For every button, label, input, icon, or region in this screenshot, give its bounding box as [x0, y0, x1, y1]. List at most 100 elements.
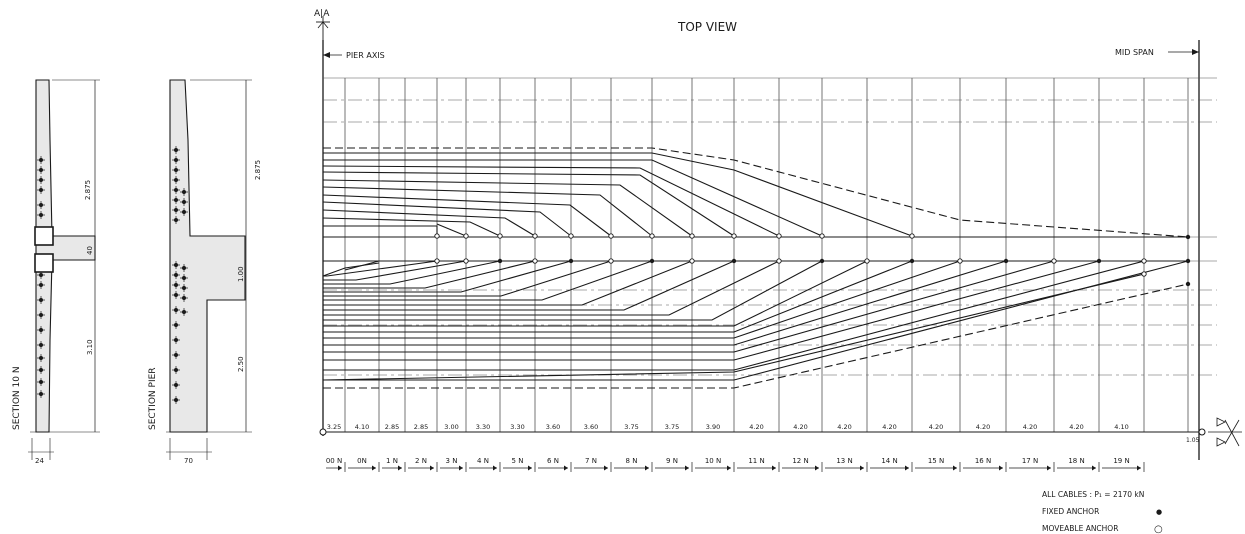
segment-name: 18 N	[1068, 457, 1084, 465]
segment-length: 4.20	[1069, 423, 1083, 431]
section-10n-dim-slab: 40	[86, 246, 94, 255]
segment-name: 9 N	[666, 457, 678, 465]
cable-line	[322, 186, 653, 237]
moveable-anchor-marker	[532, 258, 538, 264]
section-10n-duct-upper	[34, 226, 54, 246]
segment-arrowhead	[1137, 465, 1141, 471]
segment-length: 3.75	[624, 423, 638, 431]
section-10n-dim-lower: 3.10	[86, 339, 94, 355]
moveable-anchor-marker	[568, 233, 574, 239]
segment-name: 1 N	[386, 457, 398, 465]
cable-line	[323, 147, 1189, 238]
section-10n-cables	[37, 156, 45, 398]
segment-name: 16 N	[975, 457, 991, 465]
cable-line	[323, 260, 467, 281]
section-10n-title: SECTION 10 N	[12, 366, 22, 430]
segment-arrowhead	[953, 465, 957, 471]
cable-line	[323, 152, 913, 237]
cable-line	[322, 201, 572, 237]
segment-arrowhead	[905, 465, 909, 471]
cable-line	[322, 179, 693, 237]
section-pier-dim-middle: 1.00	[237, 266, 245, 282]
cable-line	[323, 260, 693, 306]
drawing-title: TOP VIEW	[677, 20, 737, 34]
segment-arrowhead	[999, 465, 1003, 471]
moveable-anchor-marker	[864, 258, 870, 264]
cable-line	[322, 262, 380, 277]
cable-line	[323, 260, 823, 321]
moveable-anchor-marker	[608, 258, 614, 264]
legend-moveable-anchor: MOVEABLE ANCHOR	[1042, 524, 1118, 533]
cable-line	[322, 209, 536, 237]
moveable-anchor-icon: ○	[1154, 524, 1163, 534]
fixed-anchor-marker	[649, 258, 655, 264]
fixed-anchor-marker	[1185, 234, 1191, 240]
moveable-anchor-marker	[689, 233, 695, 239]
cable-line	[344, 260, 437, 271]
segment-length: 4.10	[355, 423, 369, 431]
cable-line	[322, 194, 612, 237]
segment-arrowhead	[685, 465, 689, 471]
segment-name: 15 N	[928, 457, 944, 465]
segment-name: 12 N	[792, 457, 808, 465]
segment-length: 2.85	[414, 423, 428, 431]
fixed-anchor-marker	[568, 258, 574, 264]
segment-arrowhead	[645, 465, 649, 471]
section-pier: SECTION PIER 2.875 1.00 2.50 70	[148, 79, 262, 465]
segment-arrowhead	[528, 465, 532, 471]
segment-length: 3.25	[327, 423, 341, 431]
segment-name: 7 N	[585, 457, 597, 465]
cable-line	[323, 260, 913, 333]
segment-length: 3.60	[584, 423, 598, 431]
segment-arrowhead	[860, 465, 864, 471]
moveable-anchor-marker	[1141, 271, 1147, 277]
segment-arrowhead	[604, 465, 608, 471]
cable-line	[323, 225, 438, 236]
moveable-anchor-marker	[497, 233, 503, 239]
segment-arrowhead	[1092, 465, 1096, 471]
segment-length: 4.10	[1114, 423, 1128, 431]
moveable-anchor-marker	[463, 233, 469, 239]
segment-arrowhead	[459, 465, 463, 471]
cable-line	[323, 260, 735, 311]
segment-length: 3.30	[476, 423, 490, 431]
cable-line	[323, 260, 868, 327]
segment-length-labels: 3.25 4.10 2.85 2.85 3.00 3.30 3.30 3.60 3.60 3.75…	[327, 423, 1129, 431]
top-view: A|A TOP VIEW PIER AXIS MID SPAN 3.25 4.10…	[314, 9, 1242, 472]
fixed-anchor-marker	[909, 258, 915, 264]
fixed-anchor-marker	[1185, 281, 1191, 287]
segment-name: 19 N	[1113, 457, 1129, 465]
section-pier-title: SECTION PIER	[148, 367, 158, 430]
section-pier-dim-lower: 2.50	[237, 356, 245, 372]
fixed-anchor-marker	[497, 258, 503, 264]
moveable-anchor-marker	[1141, 258, 1147, 264]
moveable-anchor-marker	[608, 233, 614, 239]
legend: ALL CABLES : P₁ = 2170 kN FIXED ANCHOR ●…	[1042, 490, 1163, 534]
segment-name: 8 N	[626, 457, 638, 465]
moveable-anchor-marker	[649, 233, 655, 239]
cable-line	[322, 171, 735, 237]
segment-length: 4.20	[749, 423, 763, 431]
segment-length: 3.60	[546, 423, 560, 431]
fixed-anchor-marker	[731, 258, 737, 264]
cable-line	[323, 260, 572, 293]
fixed-anchor-marker	[819, 258, 825, 264]
segment-name: 6 N	[547, 457, 559, 465]
segment-name: 17 N	[1022, 457, 1038, 465]
segment-length: 2.85	[385, 423, 399, 431]
mid-span-label: MID SPAN	[1115, 48, 1154, 57]
segment-length: 4.20	[837, 423, 851, 431]
cable-line	[322, 165, 780, 237]
section-marker: A|A	[314, 9, 330, 19]
segment-length: 3.90	[706, 423, 720, 431]
segment-name: 00 N	[326, 457, 342, 465]
segment-arrowhead	[372, 465, 376, 471]
cable-line	[322, 273, 1145, 381]
segment-length: 4.20	[793, 423, 807, 431]
moveable-anchor-marker	[532, 233, 538, 239]
segment-name: 3 N	[446, 457, 458, 465]
cable-line	[322, 217, 501, 237]
fixed-anchor-marker	[1185, 258, 1191, 264]
cable-line	[323, 260, 653, 301]
section-pier-cables	[172, 146, 188, 404]
